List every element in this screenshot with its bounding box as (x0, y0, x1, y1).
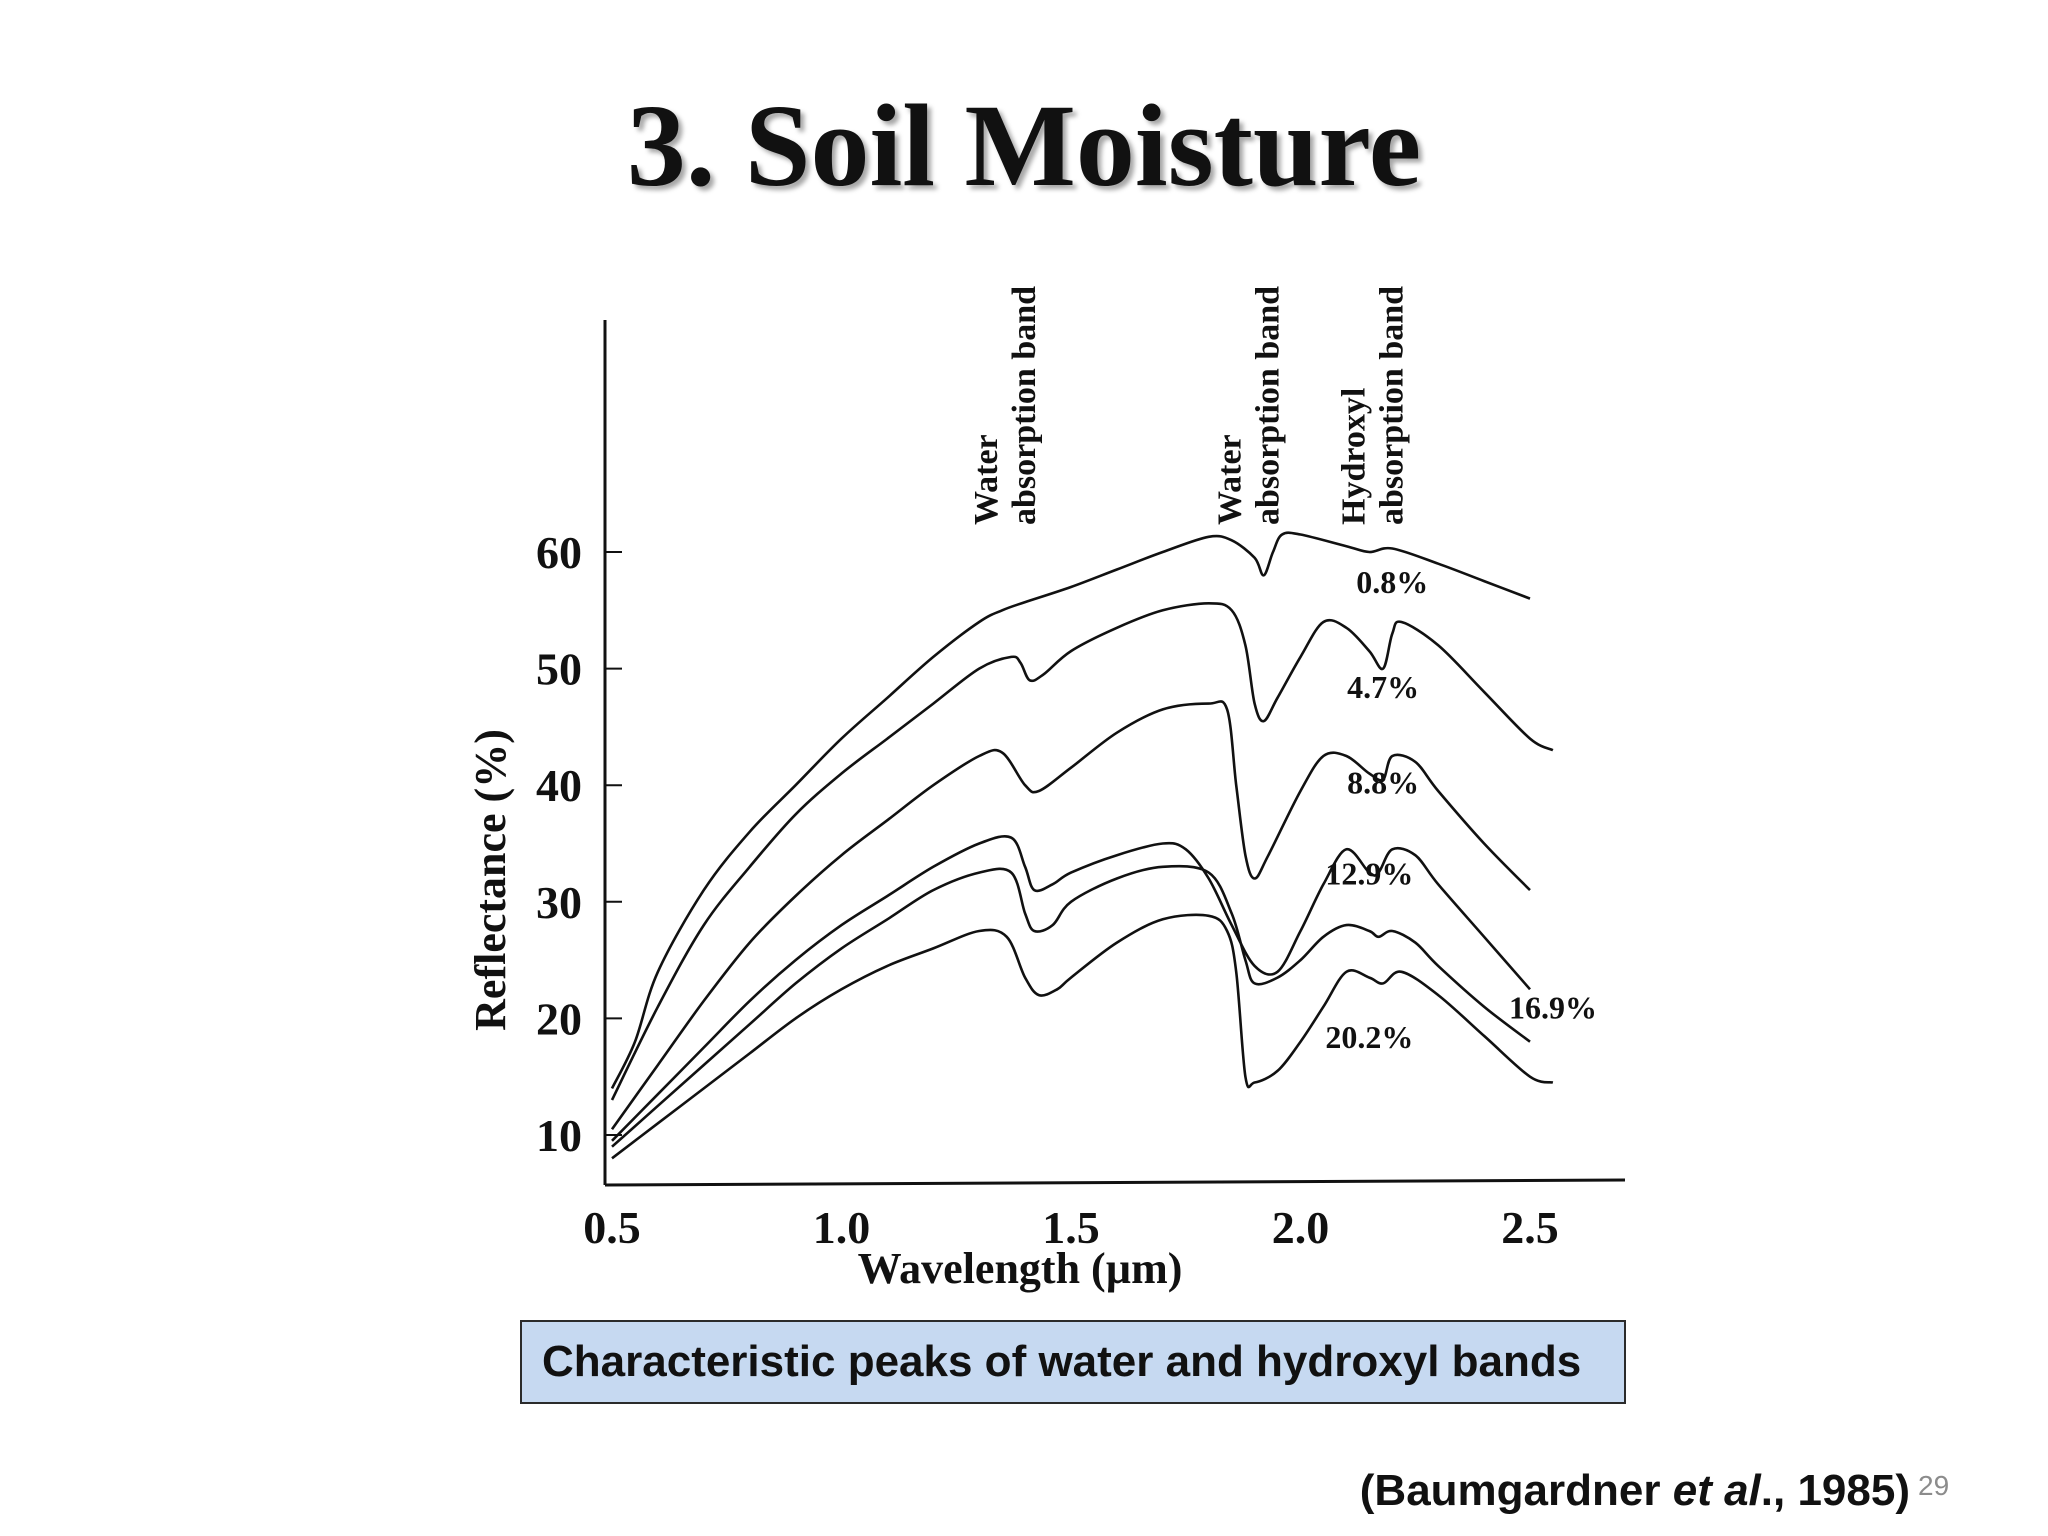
band-annotation-line: absorption band (1249, 286, 1286, 525)
series-label: 4.7% (1347, 669, 1419, 705)
curve-8-8pct (610, 700, 1531, 1130)
y-tick-label: 40 (536, 760, 582, 811)
x-axis-line (604, 1178, 1626, 1187)
curve-16-9pct (611, 864, 1531, 1148)
band-annotation-line: absorption band (1006, 286, 1043, 525)
x-tick-labels: 0.5 1.0 1.5 2.0 2.5 (583, 1202, 1559, 1253)
x-tick-label: 0.5 (583, 1202, 641, 1253)
x-tick-label: 2.5 (1501, 1202, 1559, 1253)
series-label: 8.8% (1347, 765, 1419, 801)
citation-open: (Baumgardner (1359, 1466, 1673, 1515)
series-label: 12.9% (1325, 856, 1413, 892)
band-annotation: Water absorption band (1211, 286, 1286, 525)
band-annotations: Water absorption band Water absorption band… (968, 286, 1410, 525)
x-axis-title: Wavelength (µm) (858, 1244, 1183, 1293)
band-annotation: Water absorption band (968, 286, 1043, 525)
caption-box: Characteristic peaks of water and hydrox… (520, 1320, 1626, 1404)
y-tick-label: 60 (536, 527, 582, 578)
band-annotation-line: Hydroxyl (1335, 388, 1372, 525)
caption-text: Characteristic peaks of water and hydrox… (542, 1337, 1582, 1386)
y-tick-labels: 10 20 30 40 50 60 (536, 527, 622, 1161)
curve-0-8pct (610, 531, 1531, 1089)
y-axis-title: Reflectance (%) (466, 729, 515, 1031)
y-tick-label: 10 (536, 1110, 582, 1161)
band-annotation-line: absorption band (1373, 286, 1410, 525)
reflectance-chart: 0.5 1.0 1.5 2.0 2.5 10 20 30 40 50 60 Wavelength … (466, 286, 1626, 1293)
curve-12-9pct (611, 834, 1531, 1142)
slide-title: 3. Soil Moisture (626, 80, 1422, 211)
series-label: 16.9% (1509, 990, 1597, 1026)
y-tick-label: 20 (536, 993, 582, 1044)
citation-close: ., 1985) (1760, 1466, 1910, 1515)
x-tick-label: 1.5 (1042, 1202, 1100, 1253)
curve-4-7pct (610, 602, 1554, 1101)
y-tick-label: 50 (536, 644, 582, 695)
y-tick-label: 30 (536, 877, 582, 928)
band-annotation-line: Water (1211, 434, 1248, 525)
chart-axes (603, 320, 1626, 1187)
citation-etal: et al (1672, 1466, 1761, 1515)
series-label: 0.8% (1356, 564, 1428, 600)
band-annotation: Hydroxyl absorption band (1335, 286, 1410, 525)
series-label: 20.2% (1325, 1019, 1413, 1055)
x-tick-label: 2.0 (1272, 1202, 1330, 1253)
citation: (Baumgardner et al., 1985) (1360, 1466, 1910, 1516)
x-tick-label: 1.0 (813, 1202, 871, 1253)
series-labels: 0.8% 4.7% 8.8% 12.9% 16.9% 20.2% (1325, 564, 1597, 1055)
curves-group (610, 531, 1554, 1160)
slide-number: 29 (1918, 1470, 1950, 1501)
curve-20-2pct (611, 913, 1554, 1160)
band-annotation-line: Water (968, 434, 1005, 525)
